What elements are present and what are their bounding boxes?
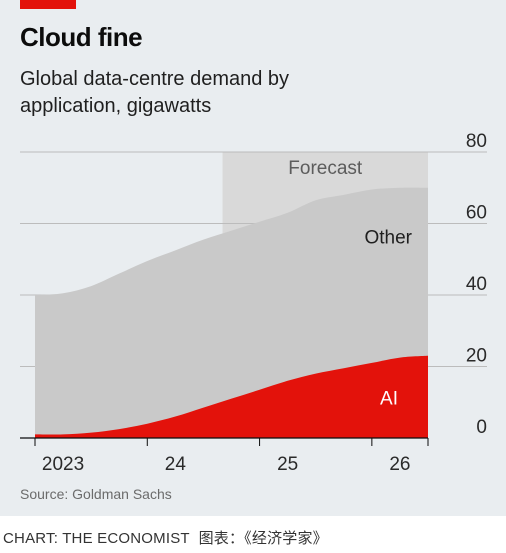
chart-card: Cloud fine Global data-centre demand by … bbox=[0, 0, 506, 516]
x-tick-label-26: 26 bbox=[389, 454, 410, 475]
y-tick-label-0: 0 bbox=[476, 417, 487, 438]
x-tick-label-24: 24 bbox=[165, 454, 187, 475]
y-tick-label-60: 60 bbox=[466, 203, 487, 224]
y-tick-label-80: 80 bbox=[466, 131, 487, 152]
x-tick-label-2023: 2023 bbox=[42, 454, 84, 475]
source-note: Source: Goldman Sachs bbox=[20, 486, 172, 502]
area-ai bbox=[35, 355, 428, 438]
chart-credit: CHART: THE ECONOMIST 图表：《经济学家》 bbox=[3, 527, 328, 548]
area-chart: Forecast 0 20 40 60 80 2023 24 25 26 Other AI bbox=[20, 131, 487, 475]
series-label-other: Other bbox=[364, 227, 412, 248]
chart-subtitle: Global data-centre demand by application… bbox=[20, 68, 290, 117]
credit-note: 图表：《经济学家》 bbox=[198, 530, 328, 547]
x-tick-label-25: 25 bbox=[277, 454, 298, 475]
y-tick-label-40: 40 bbox=[466, 274, 487, 295]
forecast-label: Forecast bbox=[288, 158, 363, 179]
y-tick-label-20: 20 bbox=[466, 346, 487, 367]
series-label-ai: AI bbox=[380, 388, 398, 409]
brand-accent-bar bbox=[20, 0, 76, 9]
chart-title: Cloud fine bbox=[20, 22, 143, 52]
credit-text: CHART: THE ECONOMIST bbox=[3, 530, 190, 547]
